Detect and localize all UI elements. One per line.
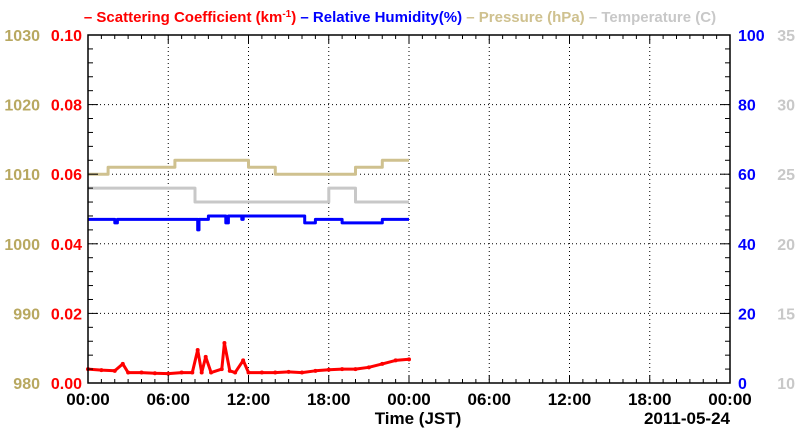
legend-item-text: -1 <box>282 9 291 20</box>
legend-item-text: ) <box>291 9 296 26</box>
pressure-series-line <box>88 158 409 176</box>
scattering-point <box>99 368 104 373</box>
temperature-axis-tick-label: 15 <box>777 306 795 323</box>
scattering-point <box>407 357 411 362</box>
pressure-axis-tick-label: 980 <box>13 376 40 393</box>
temperature-axis-tick-label: 35 <box>777 28 795 45</box>
scattering-point <box>340 367 345 372</box>
x-tick-label: 00:00 <box>708 390 751 409</box>
temperature-axis-tick-label: 30 <box>777 98 795 115</box>
x-tick-label: 12:00 <box>227 390 270 409</box>
grid <box>88 35 730 383</box>
x-tick-label: 06:00 <box>468 390 511 409</box>
x-tick-label: 18:00 <box>628 390 671 409</box>
scattering-point <box>219 367 224 372</box>
scattering-point <box>190 370 195 375</box>
legend-item-text: – Relative Humidity(%) <box>296 9 462 26</box>
legend-item-text: – Pressure (hPa) <box>462 9 585 26</box>
pressure-axis-tick-label: 1010 <box>4 167 40 184</box>
axes: 00:00 06:00 12:00 18:00 00:00 06:00 12:00 18:00… <box>4 28 795 409</box>
scattering-point <box>139 370 144 375</box>
scattering-point <box>222 340 227 345</box>
scattering-point <box>366 365 371 370</box>
scattering-point <box>227 368 232 373</box>
x-tick-label: 00:00 <box>66 390 109 409</box>
scattering-point <box>313 368 318 373</box>
scattering-point <box>203 354 208 359</box>
scattering-point <box>393 358 398 363</box>
scattering-point <box>199 370 204 375</box>
scattering-point <box>380 361 385 366</box>
scattering-axis-tick-label: 0.00 <box>51 376 82 393</box>
humidity-axis-tick-label: 80 <box>738 98 756 115</box>
scattering-point <box>246 370 251 375</box>
scattering-point <box>112 368 117 373</box>
pressure-axis-tick-label: 990 <box>13 306 40 323</box>
legend-item-text: – Scattering Coefficient (km <box>84 9 282 26</box>
scattering-point <box>152 371 157 376</box>
x-axis-label: Time (JST) <box>375 409 462 428</box>
x-tick-label: 18:00 <box>307 390 350 409</box>
humidity-axis-tick-label: 40 <box>738 237 756 254</box>
scattering-axis-tick-label: 0.06 <box>51 167 82 184</box>
scattering-point <box>179 370 184 375</box>
scattering-axis-tick-label: 0.02 <box>51 306 82 323</box>
temperature-axis-tick-label: 20 <box>777 237 795 254</box>
humidity-axis-tick-label: 100 <box>738 28 765 45</box>
date-label: 2011-05-24 <box>644 409 731 428</box>
scattering-axis-tick-label: 0.10 <box>51 28 82 45</box>
scattering-point <box>241 358 246 363</box>
scattering-point <box>233 370 238 375</box>
humidity-series-line <box>88 214 409 232</box>
pressure-axis-tick-label: 1020 <box>4 98 40 115</box>
temperature-axis-tick-label: 10 <box>777 376 795 393</box>
x-tick-label: 00:00 <box>387 390 430 409</box>
humidity-axis-tick-label: 0 <box>738 376 747 393</box>
scattering-point <box>300 370 304 375</box>
scattering-axis-tick-label: 0.08 <box>51 98 82 115</box>
legend-item-text: – Temperature ( <box>585 9 701 26</box>
scattering-series-line <box>87 341 410 376</box>
scattering-point <box>195 347 200 352</box>
humidity-axis-tick-label: 60 <box>738 167 756 184</box>
scattering-point <box>353 367 358 372</box>
x-tick-label: 06:00 <box>147 390 190 409</box>
series-layer <box>86 158 411 376</box>
temperature-series-line <box>88 186 409 204</box>
pressure-axis-tick-label: 1030 <box>4 28 40 45</box>
legend: – Scattering Coefficient (km-1) – Relati… <box>84 9 716 27</box>
scattering-axis-tick-label: 0.04 <box>51 237 82 254</box>
scattering-point <box>273 370 278 375</box>
scattering-point <box>259 370 264 375</box>
scattering-point <box>120 361 125 366</box>
temperature-axis-tick-label: 25 <box>777 167 795 184</box>
scattering-point <box>209 370 214 375</box>
scattering-point <box>166 371 171 376</box>
scattering-point <box>326 367 331 372</box>
legend-text: – Scattering Coefficient (km-1) – Relati… <box>84 9 716 27</box>
scattering-point <box>286 369 291 374</box>
pressure-axis-tick-label: 1000 <box>4 237 40 254</box>
legend-item-text: C) <box>700 9 716 26</box>
scattering-point <box>126 370 131 375</box>
x-tick-label: 12:00 <box>548 390 591 409</box>
humidity-axis-tick-label: 20 <box>738 306 756 323</box>
